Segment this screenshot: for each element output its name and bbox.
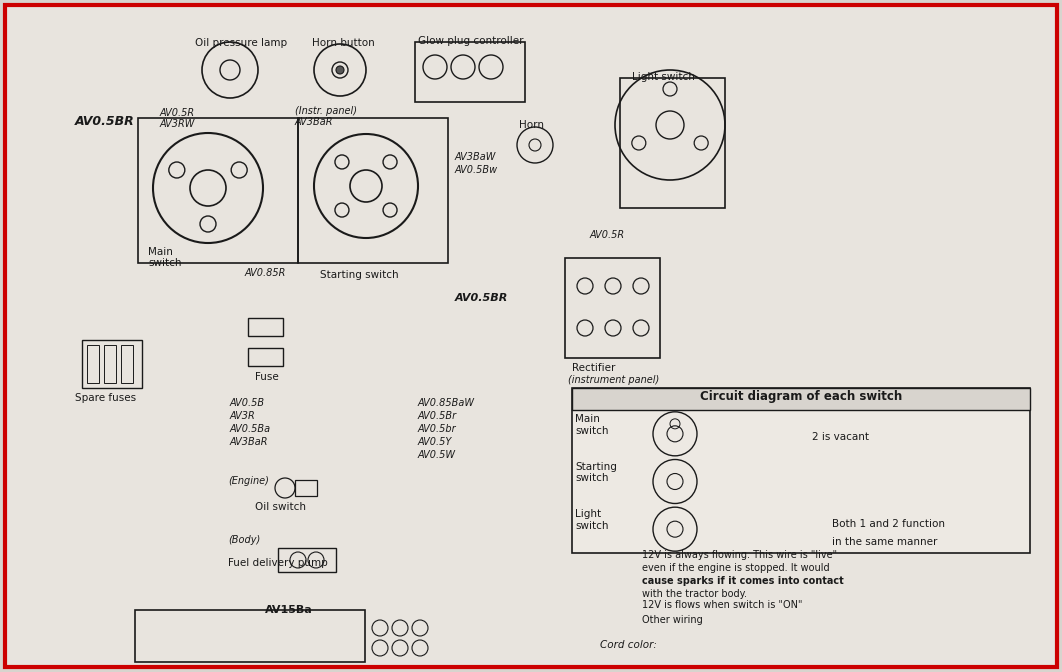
Text: Spare fuses: Spare fuses (75, 393, 136, 403)
Bar (138, 118, 298, 263)
Text: AV3BaR: AV3BaR (230, 437, 269, 447)
Text: Oil switch: Oil switch (255, 502, 306, 512)
Text: (Engine): (Engine) (228, 476, 269, 486)
Text: Main
switch: Main switch (575, 414, 609, 435)
Text: Both 1 and 2 function: Both 1 and 2 function (832, 519, 945, 530)
Bar (278, 548, 336, 572)
Text: Rectifier: Rectifier (572, 363, 615, 373)
Bar (620, 78, 725, 208)
Bar (135, 610, 365, 662)
Text: Horn: Horn (519, 120, 544, 130)
Text: Glow plug controller: Glow plug controller (418, 36, 524, 46)
Text: AV0.5W: AV0.5W (418, 450, 456, 460)
Bar (415, 42, 525, 102)
Bar (249, 348, 282, 366)
Text: Horn button: Horn button (312, 38, 375, 48)
Text: AV0.85BaW: AV0.85BaW (418, 398, 475, 408)
Text: AV0.5R: AV0.5R (160, 108, 195, 118)
Text: 12V is flows when switch is "ON": 12V is flows when switch is "ON" (643, 600, 803, 610)
Text: Light switch: Light switch (632, 72, 695, 82)
Text: AV0.5BR: AV0.5BR (455, 293, 509, 303)
Bar (87, 345, 99, 383)
Circle shape (336, 66, 344, 74)
Text: 2 is vacant: 2 is vacant (812, 432, 869, 442)
Bar (104, 345, 116, 383)
Text: Other wiring: Other wiring (643, 615, 703, 625)
Text: AV3R: AV3R (230, 411, 256, 421)
Text: AV3BaR: AV3BaR (295, 117, 333, 127)
Text: 12V is always flowing. This wire is "live": 12V is always flowing. This wire is "liv… (643, 550, 837, 560)
Bar (572, 388, 1030, 553)
Text: (Body): (Body) (228, 535, 260, 545)
Text: (instrument panel): (instrument panel) (568, 375, 660, 385)
Bar (82, 340, 142, 388)
Text: switch: switch (148, 258, 182, 268)
Text: Cord color:: Cord color: (600, 640, 657, 650)
Text: Fuel delivery pump: Fuel delivery pump (228, 558, 328, 568)
Text: Starting switch: Starting switch (320, 270, 398, 280)
Text: AV0.5br: AV0.5br (418, 424, 457, 434)
Text: with the tractor body.: with the tractor body. (643, 589, 747, 599)
Text: AV0.5BR: AV0.5BR (75, 115, 135, 128)
Text: AV0.5Ba: AV0.5Ba (230, 424, 271, 434)
Text: Fuse: Fuse (255, 372, 278, 382)
Text: AV0.5Y: AV0.5Y (418, 437, 452, 447)
Bar (565, 258, 660, 358)
Text: AV0.5Br: AV0.5Br (418, 411, 457, 421)
Text: Circuit diagram of each switch: Circuit diagram of each switch (700, 390, 902, 403)
Text: AV0.5B: AV0.5B (230, 398, 266, 408)
Text: Oil pressure lamp: Oil pressure lamp (195, 38, 287, 48)
Text: in the same manner: in the same manner (832, 538, 938, 547)
Bar (298, 118, 448, 263)
Bar (572, 388, 1030, 410)
Text: AV0.5R: AV0.5R (590, 230, 626, 240)
Bar (295, 480, 316, 496)
Text: AV3BaW: AV3BaW (455, 152, 496, 162)
Text: Starting
switch: Starting switch (575, 462, 617, 483)
Bar (249, 318, 282, 336)
Text: AV0.5Bw: AV0.5Bw (455, 165, 498, 175)
Text: AV0.85R: AV0.85R (245, 268, 287, 278)
Text: AV15Ba: AV15Ba (266, 605, 312, 615)
Text: AV3RW: AV3RW (160, 119, 195, 129)
Text: cause sparks if it comes into contact: cause sparks if it comes into contact (643, 576, 843, 586)
Text: Main: Main (148, 247, 173, 257)
Text: (Instr. panel): (Instr. panel) (295, 106, 357, 116)
Bar (121, 345, 133, 383)
Text: even if the engine is stopped. It would: even if the engine is stopped. It would (643, 563, 829, 573)
Text: Light
switch: Light switch (575, 509, 609, 531)
